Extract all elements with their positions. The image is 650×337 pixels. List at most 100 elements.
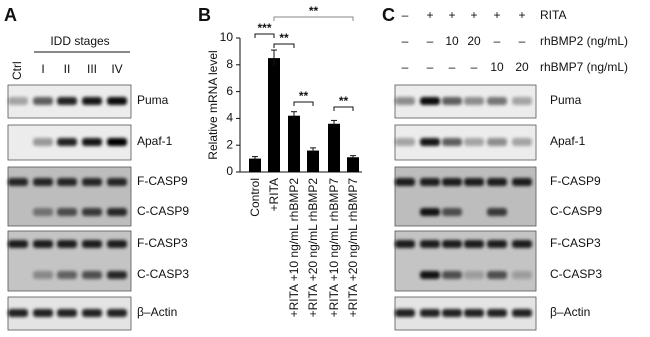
treatment-value: 10: [445, 34, 459, 48]
treatment-value: –: [494, 34, 501, 48]
significance-label: **: [309, 4, 319, 18]
band: [420, 138, 440, 146]
treatment-value: –: [402, 8, 409, 22]
band: [8, 309, 28, 317]
treatment-label: rhBMP2 (ng/mL): [540, 34, 628, 48]
x-tick-label: +RITA: [267, 178, 281, 211]
error-bar: [252, 156, 258, 161]
blot-label: Apaf-1: [137, 134, 173, 148]
band: [512, 309, 532, 317]
bar: [288, 115, 300, 172]
band: [107, 271, 127, 279]
band: [395, 309, 415, 317]
band: [487, 271, 507, 279]
band: [57, 97, 77, 105]
band: [33, 240, 53, 248]
band: [82, 240, 102, 248]
error-bar: [350, 155, 356, 159]
band: [57, 138, 77, 146]
band: [82, 178, 102, 186]
blot-label: F-CASP9: [137, 174, 188, 188]
band: [57, 178, 77, 186]
band: [512, 240, 532, 248]
panel-letter: C: [382, 5, 395, 25]
band: [442, 309, 462, 317]
significance-bracket: [333, 106, 354, 111]
significance-bracket: [293, 101, 314, 106]
band: [442, 138, 462, 146]
blot-label: Puma: [550, 93, 582, 107]
y-tick-label: 8: [226, 57, 233, 71]
treatment-value: –: [519, 34, 526, 48]
significance-label: **: [279, 31, 289, 45]
blot-label: β–Actin: [137, 305, 177, 319]
significance-bracket: [254, 33, 275, 38]
x-tick-label: +RITA +10 ng/mL rhBMP2: [287, 178, 301, 318]
band: [420, 271, 440, 279]
treatment-value: 20: [467, 34, 481, 48]
treatment-value: –: [427, 34, 434, 48]
error-bar: [331, 119, 337, 128]
lane-label: I: [41, 62, 44, 76]
band: [442, 178, 462, 186]
treatment-value: –: [427, 60, 434, 74]
treatment-value: –: [449, 60, 456, 74]
blot-box: [394, 230, 537, 292]
blot-label: C-CASP9: [550, 204, 602, 218]
band: [395, 240, 415, 248]
band: [487, 208, 507, 216]
y-tick-label: 0: [226, 164, 233, 178]
band: [82, 271, 102, 279]
band: [57, 208, 77, 216]
bar: [249, 158, 261, 172]
x-tick-label: +RITA +10 ng/mL rhBMP7: [327, 178, 341, 318]
y-tick-label: 6: [226, 84, 233, 98]
treatment-label: rhBMP7 (ng/mL): [540, 60, 628, 74]
treatment-value: +: [448, 8, 455, 22]
y-axis-label: Relative mRNA level: [206, 50, 220, 159]
band: [107, 240, 127, 248]
treatment-value: +: [470, 8, 477, 22]
blot-label: F-CASP9: [550, 174, 601, 188]
band: [512, 271, 532, 279]
band: [33, 97, 53, 105]
bar: [307, 150, 319, 172]
band: [464, 97, 484, 105]
band: [512, 178, 532, 186]
lane-label: III: [87, 62, 97, 76]
band: [395, 97, 415, 105]
band: [57, 240, 77, 248]
treatment-value: –: [402, 34, 409, 48]
band: [33, 208, 53, 216]
significance-bracket: [273, 43, 295, 48]
band: [420, 208, 440, 216]
band: [464, 178, 484, 186]
y-tick-label: 4: [226, 111, 233, 125]
band: [442, 97, 462, 105]
band: [487, 138, 507, 146]
treatment-value: 10: [490, 60, 504, 74]
band: [33, 178, 53, 186]
bar: [268, 58, 280, 172]
band: [464, 271, 484, 279]
blot-label: C-CASP9: [137, 204, 189, 218]
band: [82, 208, 102, 216]
band: [464, 240, 484, 248]
band: [395, 138, 415, 146]
lane-label: IV: [111, 62, 122, 76]
bar: [328, 123, 340, 172]
blot-label: F-CASP3: [137, 236, 188, 250]
band: [512, 97, 532, 105]
band: [8, 97, 28, 105]
blot-label: Apaf-1: [550, 134, 586, 148]
band: [442, 271, 462, 279]
band: [464, 138, 484, 146]
significance-bracket: [273, 16, 354, 21]
band: [107, 138, 127, 146]
blot-label: C-CASP3: [550, 267, 602, 281]
blot-label: F-CASP3: [550, 236, 601, 250]
blot-box: [394, 166, 537, 227]
significance-label: **: [299, 89, 309, 103]
lane-label: II: [64, 62, 71, 76]
blot-label: C-CASP3: [137, 267, 189, 281]
